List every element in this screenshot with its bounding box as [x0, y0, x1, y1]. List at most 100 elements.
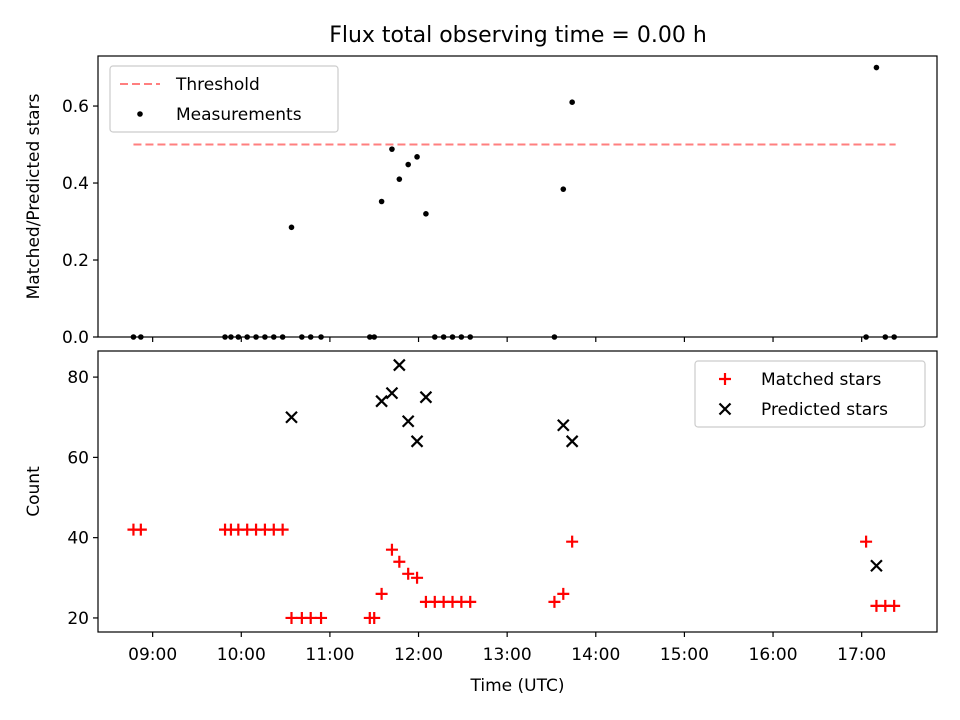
data-point [440, 334, 447, 340]
bottom-panel: 20 40 60 80 09:00 10:00 11:00 12:00 13:00 14:00 15… [24, 350, 938, 696]
data-point [276, 523, 289, 536]
legend-marker [719, 373, 731, 385]
legend-label: Predicted stars [761, 400, 888, 420]
y-tick-label: 80 [67, 368, 89, 388]
x-tick-label: 17:00 [837, 645, 886, 665]
legend-marker [718, 402, 732, 416]
x-axis-label: Time (UTC) [470, 676, 565, 696]
data-point [228, 334, 234, 340]
data-point [371, 334, 378, 340]
data-point [551, 334, 558, 340]
data-point [253, 334, 259, 340]
series-predicted-stars [285, 358, 883, 573]
data-point [557, 418, 570, 432]
legend-label: Threshold [175, 75, 260, 95]
x-tick-label: 12:00 [394, 645, 443, 665]
data-point [270, 334, 277, 340]
data-point [307, 334, 314, 340]
series-measurements [130, 64, 897, 340]
series-matched-stars [127, 523, 901, 624]
legend-label: Matched stars [761, 370, 881, 390]
top-panel: 0.0 0.2 0.4 0.6 Matched/Predicted stars Thres… [24, 55, 938, 348]
data-point [315, 611, 328, 624]
data-point [548, 595, 561, 608]
y-tick-label: 0.2 [62, 251, 89, 271]
x-tick-label: 11:00 [305, 645, 354, 665]
data-point [279, 334, 286, 340]
data-point [222, 334, 228, 340]
data-point [405, 161, 411, 168]
data-point [244, 334, 250, 340]
axes-frame [97, 55, 938, 338]
data-point [318, 334, 324, 340]
x-tick-label: 15:00 [660, 645, 709, 665]
data-point [860, 535, 873, 548]
legend: Threshold Measurements [109, 65, 339, 133]
data-point [467, 334, 474, 340]
x-tick-label: 16:00 [749, 645, 798, 665]
data-point [378, 198, 385, 205]
data-point [411, 571, 424, 584]
y-tick-label: 40 [67, 529, 89, 549]
y-tick-label: 60 [67, 448, 89, 468]
data-point [375, 587, 388, 600]
data-point [393, 555, 406, 568]
data-point [299, 334, 305, 340]
data-point [569, 99, 575, 105]
data-point [368, 611, 381, 624]
data-point [566, 535, 579, 548]
data-point [565, 435, 579, 448]
data-point [134, 523, 147, 536]
y-axis-label: Matched/Predicted stars [24, 93, 44, 299]
data-point [393, 358, 406, 372]
x-tick-label: 09:00 [128, 645, 177, 665]
y-tick-label: 20 [67, 609, 89, 629]
legend-box [694, 360, 926, 428]
x-tick-label: 10:00 [217, 645, 266, 665]
y-tick-label: 0.0 [62, 328, 89, 348]
y-tick-label: 0.6 [62, 97, 89, 117]
data-point [285, 611, 298, 624]
data-point [389, 146, 395, 152]
data-point [891, 334, 897, 340]
data-point [396, 176, 403, 182]
y-axis-label: Count [24, 466, 44, 517]
data-point [458, 334, 465, 340]
data-point [870, 559, 883, 573]
data-point [138, 334, 144, 340]
x-tick-label: 14:00 [571, 645, 620, 665]
data-point [410, 435, 424, 448]
data-point [401, 414, 415, 428]
data-point [402, 567, 415, 580]
data-point [366, 334, 373, 340]
data-point [431, 334, 438, 340]
data-point [464, 595, 477, 608]
legend: Matched stars Predicted stars [694, 360, 926, 428]
data-point [304, 611, 317, 624]
data-point [385, 386, 399, 400]
data-point [557, 587, 570, 600]
data-point [385, 543, 398, 556]
x-tick-label: 13:00 [483, 645, 532, 665]
data-point [423, 211, 429, 217]
data-point [288, 224, 295, 231]
legend-marker [137, 111, 143, 117]
legend-label: Measurements [176, 105, 302, 125]
data-point [235, 334, 242, 340]
axes-frame [97, 350, 938, 633]
figure-title: Flux total observing time = 0.00 h [329, 23, 707, 48]
data-point [560, 186, 567, 192]
data-point [873, 64, 880, 71]
data-point [262, 334, 268, 340]
data-point [449, 334, 456, 340]
data-point [285, 410, 298, 424]
data-point [414, 154, 420, 160]
data-point [419, 390, 433, 404]
data-point [863, 334, 869, 340]
data-point [375, 394, 388, 408]
data-point [882, 334, 889, 340]
data-point [130, 334, 137, 340]
data-point [888, 599, 901, 612]
legend-box [109, 65, 339, 133]
